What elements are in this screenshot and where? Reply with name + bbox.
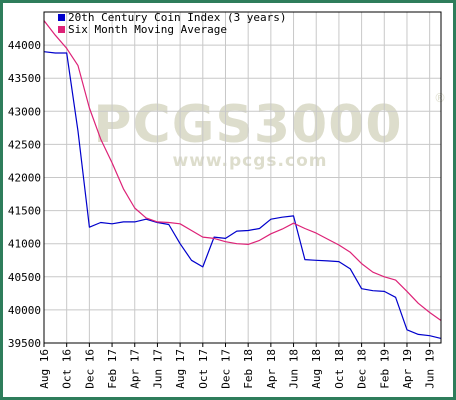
x-tick-label: Dec 18: [356, 349, 369, 389]
x-tick-label: Apr 17: [129, 349, 142, 389]
x-tick-label: Jun 18: [288, 349, 301, 389]
x-tick-label: Apr 19: [401, 349, 414, 389]
watermark-logo: PCGS3000: [93, 95, 402, 155]
grid-lines: [43, 12, 441, 344]
x-tick-label: Oct 16: [61, 349, 74, 389]
y-axis: 39500 40000 40500 41000 41500 42000 42500 43000…: [8, 39, 41, 350]
x-tick-label: Aug 18: [310, 349, 323, 389]
legend-swatch: [58, 14, 65, 21]
x-tick-label: Jun 17: [151, 349, 164, 389]
pcgs-watermark: PCGS3000 ® www.pcgs.com: [93, 91, 446, 171]
legend-label: 20th Century Coin Index (3 years): [68, 11, 287, 24]
x-tick-label: Oct 18: [333, 349, 346, 389]
y-tick-label: 41000: [8, 238, 41, 251]
legend-label: Six Month Moving Average: [68, 23, 227, 36]
series-line-moving-average: [43, 20, 442, 321]
x-tick-label: Feb 17: [106, 349, 119, 389]
y-tick-label: 44000: [8, 39, 41, 52]
y-tick-label: 42500: [8, 138, 41, 151]
legend-swatch: [58, 26, 65, 33]
x-tick-label: Apr 18: [265, 349, 278, 389]
x-tick-label: Feb 19: [378, 349, 391, 389]
x-axis: Aug 16 Oct 16 Dec 16 Feb 17 Apr 17 Jun 17 Aug …: [38, 343, 437, 389]
x-tick-label: Dec 17: [219, 349, 232, 389]
x-tick-label: Aug 16: [38, 349, 51, 389]
y-tick-label: 39500: [8, 337, 41, 350]
series-line-coin-index: [43, 51, 442, 339]
x-tick-label: Dec 16: [83, 349, 96, 389]
x-tick-label: Aug 17: [174, 349, 187, 389]
y-tick-label: 43500: [8, 72, 41, 85]
x-tick-label: Jun 19: [424, 349, 437, 389]
y-tick-label: 42000: [8, 172, 41, 185]
y-tick-label: 40500: [8, 271, 41, 284]
y-tick-label: 40000: [8, 304, 41, 317]
x-tick-label: Oct 17: [197, 349, 210, 389]
series-lines: [43, 20, 442, 339]
plot-border: [43, 11, 442, 344]
x-tick-label: Feb 18: [242, 349, 255, 389]
watermark-registered-mark: ®: [434, 91, 446, 105]
watermark-url: www.pcgs.com: [173, 151, 328, 171]
y-tick-label: 43000: [8, 105, 41, 118]
legend: 20th Century Coin Index (3 years)Six Mon…: [58, 11, 287, 36]
y-tick-label: 41500: [8, 205, 41, 218]
